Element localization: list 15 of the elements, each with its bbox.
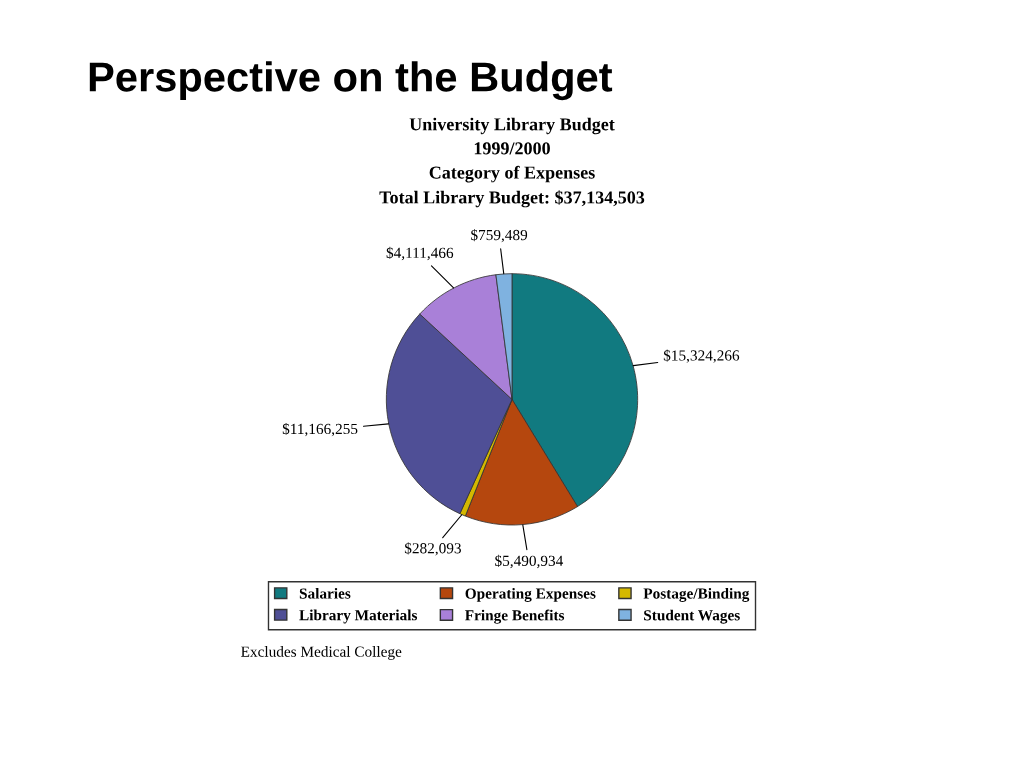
data-label: $282,093	[404, 542, 461, 556]
legend-label: Library Materials	[299, 609, 418, 624]
legend-label: Fringe Benefits	[465, 609, 565, 624]
chart-title: Perspective on the Budget	[89, 61, 613, 101]
data-label: $11,166,255	[282, 422, 358, 437]
legend-label: Operating Expenses	[465, 587, 596, 602]
data-label: $5,490,934	[495, 554, 564, 569]
legend-label: Salaries	[299, 587, 351, 599]
text: Excludes Medical College	[241, 646, 402, 660]
data-label: $15,324,266	[663, 349, 740, 363]
chart-subtitle: University Library Budget 1999/2000 Category of Expenses Total Library Budget: $37,134,503	[379, 117, 645, 208]
data-label: $4,111,466	[386, 246, 454, 261]
data-label: $759,489	[471, 228, 528, 243]
legend-label: Postage/Binding	[643, 587, 750, 602]
legend-label: Student Wages	[644, 609, 740, 624]
